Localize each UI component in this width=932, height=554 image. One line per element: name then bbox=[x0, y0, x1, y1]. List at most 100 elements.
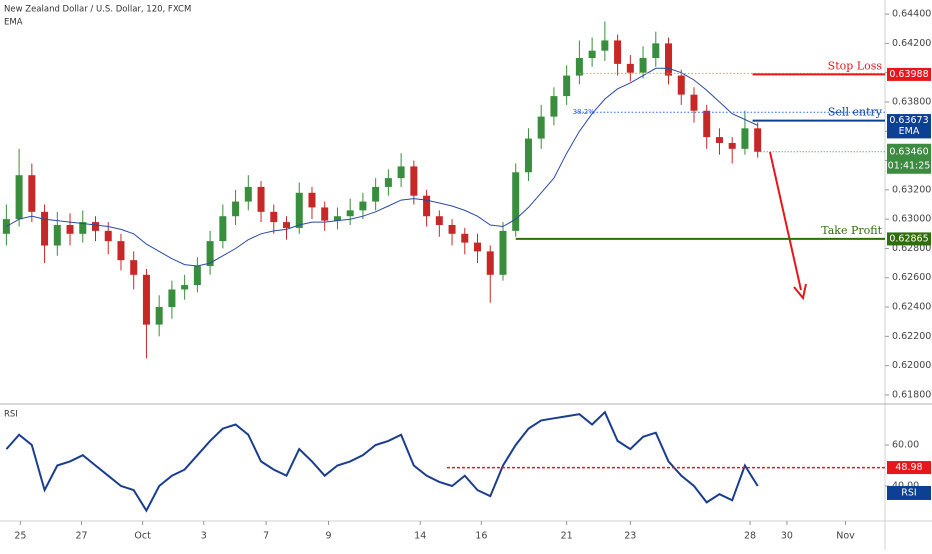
level-name: Sell entry bbox=[828, 106, 883, 119]
candle-body bbox=[104, 230, 112, 242]
x-tick-label: 7 bbox=[263, 531, 269, 542]
candle-body bbox=[155, 307, 163, 325]
last-price-tag-bg bbox=[887, 143, 931, 174]
y-tick-label: 0.62000 bbox=[892, 360, 931, 371]
candle-body bbox=[677, 75, 685, 95]
level-tag: 0.63988 bbox=[889, 69, 928, 80]
candle-body bbox=[754, 128, 762, 152]
candle-body bbox=[181, 285, 189, 290]
ema-tag-bg bbox=[887, 124, 931, 139]
candle-body bbox=[741, 128, 749, 149]
candle-body bbox=[283, 222, 291, 228]
candle-body bbox=[168, 289, 176, 308]
y-tick-label: 60.00 bbox=[892, 439, 919, 450]
rsi-line bbox=[5, 410, 759, 513]
candle-body bbox=[448, 225, 456, 234]
candle-body bbox=[270, 211, 278, 223]
candle-body bbox=[206, 241, 214, 267]
candle-body bbox=[703, 110, 711, 138]
x-tick-label: 3 bbox=[201, 531, 207, 542]
candle-body bbox=[410, 166, 418, 196]
x-tick-label: 27 bbox=[75, 531, 87, 542]
rsi-level-tag-bg bbox=[887, 461, 931, 475]
x-tick-label: 21 bbox=[561, 531, 573, 542]
candle-body bbox=[588, 50, 596, 59]
candle-body bbox=[308, 192, 316, 208]
x-tick-label: 25 bbox=[14, 531, 26, 542]
candle-body bbox=[524, 138, 532, 173]
candle-body bbox=[626, 63, 634, 73]
level-name: Stop Loss bbox=[828, 59, 883, 72]
rsi-level-tag: 48.98 bbox=[895, 462, 922, 473]
candle-body bbox=[499, 230, 507, 275]
candle-body bbox=[130, 260, 138, 275]
candle-body bbox=[257, 186, 265, 212]
candle-body bbox=[537, 116, 545, 139]
ema-line bbox=[6, 67, 758, 267]
arrow-head bbox=[793, 283, 807, 301]
fib-label: 38.2% bbox=[573, 108, 596, 116]
candle-body bbox=[461, 233, 469, 243]
candle-body bbox=[53, 225, 61, 246]
candle-body bbox=[244, 186, 252, 202]
level-tag-bg bbox=[887, 114, 931, 128]
candle-body bbox=[601, 40, 609, 51]
candle-body bbox=[550, 96, 558, 117]
y-tick-label: 0.63000 bbox=[892, 214, 931, 225]
candle-body bbox=[232, 201, 240, 217]
candle-body bbox=[92, 222, 100, 231]
candle-body bbox=[41, 211, 49, 246]
candle-body bbox=[652, 43, 660, 59]
x-tick-label: 23 bbox=[624, 531, 636, 542]
level-tag: 0.62865 bbox=[889, 233, 928, 244]
y-tick-label: 0.62800 bbox=[892, 243, 931, 254]
candle-body bbox=[359, 201, 367, 211]
y-tick-label: 0.64200 bbox=[892, 38, 931, 49]
y-tick-label: 0.64400 bbox=[892, 9, 931, 20]
candle-body bbox=[563, 75, 571, 97]
candle-body bbox=[486, 251, 494, 275]
candle-body bbox=[193, 266, 201, 286]
candle-body bbox=[423, 195, 431, 217]
candle-body bbox=[2, 219, 10, 234]
y-tick-label: 0.63200 bbox=[892, 184, 931, 195]
level-name: Take Profit bbox=[821, 224, 882, 237]
candle-body bbox=[512, 172, 520, 231]
x-tick-label: 9 bbox=[326, 531, 332, 542]
ema-tag: EMA bbox=[899, 126, 920, 137]
candle-body bbox=[142, 274, 150, 325]
candle-body bbox=[66, 225, 74, 234]
y-tick-label: 0.61800 bbox=[892, 389, 931, 400]
rsi-tag: RSI bbox=[901, 487, 916, 498]
indicator-name: RSI bbox=[4, 410, 18, 420]
candle-body bbox=[384, 178, 392, 187]
x-tick-label: Oct bbox=[134, 531, 151, 542]
candle-body bbox=[728, 142, 736, 149]
y-tick-label: 0.62400 bbox=[892, 302, 931, 313]
level-tag: 0.63673 bbox=[889, 115, 928, 126]
candle-body bbox=[15, 175, 23, 220]
y-tick-label: 0.62600 bbox=[892, 272, 931, 283]
y-tick-label: 0.62200 bbox=[892, 331, 931, 342]
candle-body bbox=[435, 216, 443, 226]
level-tag-bg bbox=[887, 232, 931, 246]
candle-body bbox=[715, 137, 723, 143]
candle-body bbox=[219, 216, 227, 242]
candle-body bbox=[321, 207, 329, 221]
candle-body bbox=[295, 192, 303, 228]
candle-body bbox=[665, 43, 673, 76]
x-tick-label: 14 bbox=[414, 531, 426, 542]
x-tick-label: 28 bbox=[744, 531, 756, 542]
candle-body bbox=[28, 175, 36, 212]
level-tag-bg bbox=[887, 67, 931, 81]
candle-body bbox=[117, 241, 125, 261]
candle-body bbox=[474, 242, 482, 252]
countdown: 01:41:25 bbox=[888, 160, 931, 171]
x-tick-label: 16 bbox=[475, 531, 487, 542]
candle-body bbox=[397, 166, 405, 179]
candle-body bbox=[333, 216, 341, 221]
candle-body bbox=[690, 94, 698, 111]
